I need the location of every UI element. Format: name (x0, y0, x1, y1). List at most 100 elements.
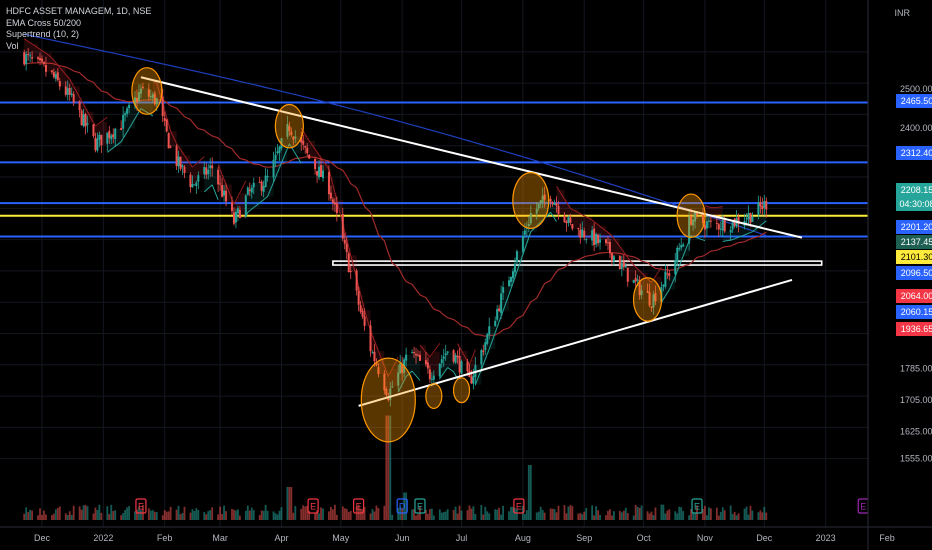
supertrend-segment (249, 208, 253, 212)
volume-bar (237, 509, 239, 520)
volume-bar (486, 511, 489, 520)
candle-body (197, 175, 200, 182)
event-badge[interactable]: E (135, 498, 147, 514)
supertrend-fill (212, 168, 219, 185)
price-tag-bg (896, 220, 932, 234)
highlight-circle[interactable] (676, 193, 706, 239)
candle-body (701, 213, 704, 224)
volume-bar (50, 515, 53, 520)
highlight-circle[interactable] (632, 277, 663, 322)
supertrend-segment (259, 200, 262, 204)
candle-body (442, 356, 445, 359)
supertrend-fill (598, 224, 601, 244)
candle-body (54, 73, 57, 79)
candle-body (585, 239, 588, 241)
volume-bar (391, 514, 394, 520)
symbol-title[interactable]: HDFC ASSET MANAGEM, 1D, NSE (6, 6, 152, 16)
candle-body (318, 166, 321, 178)
price-tag-value: 1936.65 (901, 324, 932, 334)
candle-body (322, 170, 325, 179)
volume-bar (605, 515, 607, 520)
supertrend-segment (429, 353, 433, 358)
candle-body (369, 325, 372, 352)
event-badge[interactable]: E (414, 498, 426, 514)
supertrend-fill (319, 154, 322, 167)
event-badge[interactable]: E (307, 498, 319, 514)
highlight-circle[interactable] (452, 377, 471, 404)
supertrend-fill (97, 124, 100, 139)
volume-bar (122, 513, 125, 520)
volume-bar (322, 508, 324, 520)
volume-bar (553, 509, 556, 520)
supertrend-segment (397, 388, 401, 393)
supertrend-segment (184, 155, 191, 165)
event-badge-label: E (417, 502, 423, 512)
highlight-circles[interactable] (131, 67, 706, 443)
highlight-circle[interactable] (512, 171, 550, 229)
supertrend-fill (600, 226, 606, 240)
volume-bar (403, 492, 406, 520)
ema-200-line (24, 33, 767, 236)
supertrend-fill (503, 287, 510, 311)
volume-bar (262, 510, 265, 520)
time-tick-label: Jun (395, 533, 410, 543)
supertrend-fill (489, 326, 496, 350)
highlight-circle[interactable] (360, 357, 416, 443)
supertrend-fill (417, 355, 420, 379)
highlight-circle[interactable] (425, 383, 443, 410)
indicator-ema[interactable]: EMA Cross 50/200 (6, 17, 82, 28)
candle-body (23, 52, 26, 65)
highlight-circle[interactable] (131, 67, 163, 115)
trendline[interactable] (140, 76, 803, 239)
volume-bar (140, 510, 142, 520)
supertrend-segment (190, 164, 193, 168)
supertrend-fill (605, 231, 608, 244)
supertrend-segment (508, 288, 512, 295)
supertrend-fill (584, 215, 587, 238)
indicator-volume[interactable]: Vol (6, 40, 19, 51)
supertrend-segment (178, 146, 181, 150)
highlight-circle[interactable] (274, 103, 304, 149)
candle-body (426, 362, 429, 369)
supertrend-segment (441, 372, 445, 377)
volume-bar (632, 515, 635, 520)
supertrend-fill (360, 294, 363, 312)
supertrend-segment (702, 239, 706, 242)
supertrend-fill (592, 220, 595, 231)
supertrend-fill (693, 219, 696, 237)
candle-body (498, 308, 501, 311)
event-badge[interactable]: E (691, 498, 703, 514)
candle-body (68, 88, 71, 95)
supertrend-fill (607, 232, 610, 243)
trendlines[interactable] (140, 76, 803, 407)
supertrend-segment (389, 368, 393, 373)
volume-bar (674, 511, 677, 520)
supertrend-fill (414, 352, 417, 374)
candle-body (264, 175, 267, 188)
volume-bar (458, 505, 461, 520)
volume-bar (108, 513, 111, 520)
supertrend-segment (746, 232, 749, 235)
event-badge[interactable]: D (396, 498, 408, 514)
indicator-supertrend[interactable]: Supertrend (10, 2) (6, 29, 80, 39)
supertrend-segment (580, 213, 583, 216)
event-badge[interactable]: E (513, 498, 525, 514)
supertrend-fill (51, 58, 54, 73)
supertrend-segment (233, 200, 237, 205)
price-tag: 2101.30 (896, 250, 932, 264)
candle-body (84, 113, 87, 127)
supertrend-segment (591, 219, 595, 223)
candle-body (292, 136, 295, 140)
trendline[interactable] (358, 278, 793, 407)
candle-body (454, 355, 457, 363)
volume-bar (377, 508, 380, 520)
volume-bar (715, 507, 718, 520)
event-badge[interactable]: E (353, 498, 365, 514)
candle-body (618, 256, 621, 270)
supertrend-segment (639, 270, 642, 274)
supertrend-segment (564, 198, 567, 203)
event-badge[interactable]: E (857, 498, 869, 514)
